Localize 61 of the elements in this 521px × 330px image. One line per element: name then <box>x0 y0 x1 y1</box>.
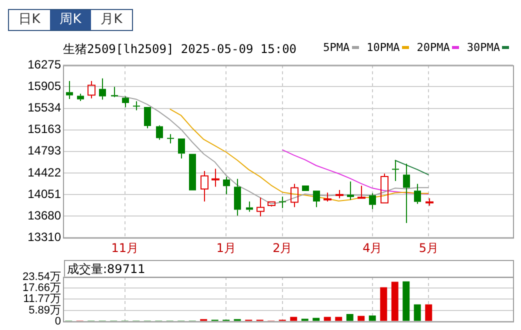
legend-label: 20PMA <box>416 41 451 54</box>
y-tick-label: 13310 <box>28 230 62 244</box>
candlestick <box>403 163 410 224</box>
text: 月K <box>100 11 124 29</box>
bar <box>402 281 410 321</box>
y-tick-label: 16275 <box>28 58 62 72</box>
y-tick-label: 5.89万 <box>28 304 61 316</box>
y-tick-label: 14051 <box>28 186 62 201</box>
chart-title: 生猪2509[lh2509] 2025-05-09 15:00 <box>63 41 297 58</box>
bar <box>290 316 298 321</box>
bar <box>324 316 331 321</box>
text: 日K <box>18 11 42 29</box>
y-tick-label: 23.54万 <box>22 271 61 284</box>
y-tick-label: 17.66万 <box>22 282 61 294</box>
candlestick <box>167 134 174 144</box>
bar <box>414 304 421 321</box>
candlestick <box>66 80 73 100</box>
bar <box>425 304 432 321</box>
candlestick <box>88 80 96 99</box>
bar <box>335 316 342 321</box>
y-tick-label: 15534 <box>28 100 62 115</box>
text: 周K <box>50 10 91 30</box>
bar <box>380 287 388 321</box>
bar <box>312 318 320 321</box>
x-tick-label: 5月 <box>418 240 438 255</box>
candlestick <box>212 168 220 188</box>
x-tick-label: 4月 <box>362 240 382 255</box>
candlestick <box>279 196 286 209</box>
candlestick <box>156 124 163 140</box>
candlestick <box>99 78 106 100</box>
candlestick <box>347 180 354 200</box>
candlestick <box>392 160 399 182</box>
x-tick-label: 1月 <box>216 240 236 255</box>
y-tick-label: 13680 <box>28 208 62 222</box>
candlestick <box>256 197 264 217</box>
candlestick <box>234 178 241 216</box>
candlestick <box>358 185 366 199</box>
legend-label: 30PMA <box>466 41 501 54</box>
legend-label: 10PMA <box>366 41 401 54</box>
bar <box>358 316 365 321</box>
candlestick <box>144 106 151 129</box>
text: 成交量:89711 <box>67 261 146 278</box>
candlestick <box>223 176 230 195</box>
legend-label: 5PMA <box>323 41 351 54</box>
y-tick-label: 14422 <box>28 165 62 180</box>
x-tick-label: 11月 <box>111 240 139 255</box>
bar <box>346 314 354 321</box>
candlestick <box>414 183 421 204</box>
y-tick-label: 0 <box>54 315 61 328</box>
y-tick-label: 11.77万 <box>23 293 61 306</box>
y-tick-label: 15163 <box>28 122 62 136</box>
candlestick <box>369 192 376 210</box>
y-tick-label: 14793 <box>28 144 62 158</box>
bar <box>391 282 398 321</box>
x-tick-label: 2月 <box>272 240 292 255</box>
candlestick <box>178 138 185 160</box>
y-tick-label: 15905 <box>28 79 62 94</box>
bar <box>368 316 376 321</box>
candlestick <box>122 96 129 108</box>
candlestick <box>200 170 208 202</box>
candlestick <box>313 190 320 208</box>
